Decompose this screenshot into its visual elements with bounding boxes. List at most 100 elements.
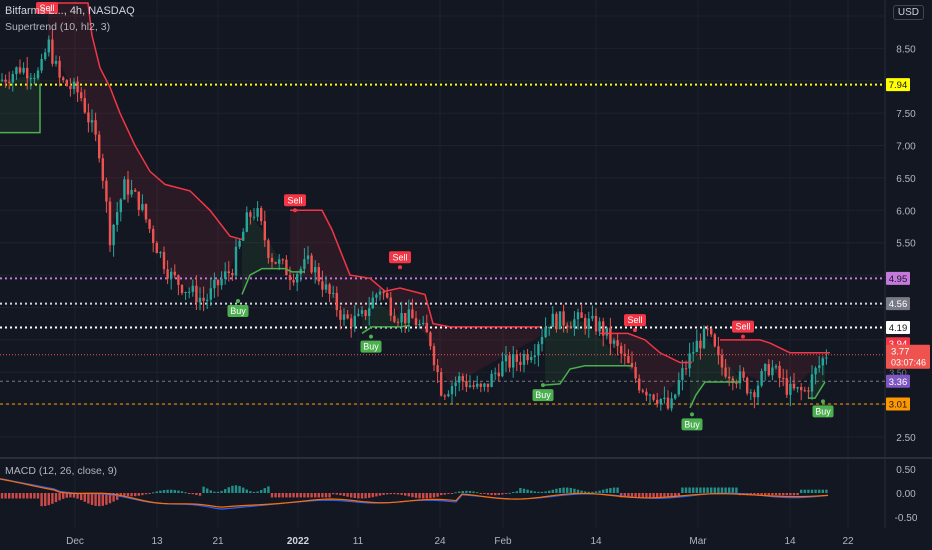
candle-body[interactable] xyxy=(119,199,122,213)
candle-body[interactable] xyxy=(454,382,457,387)
supertrend-legend[interactable]: Supertrend (10, hl2, 3) xyxy=(5,21,111,33)
candle-body[interactable] xyxy=(576,312,580,320)
candle-body[interactable] xyxy=(785,378,788,395)
candle-body[interactable] xyxy=(335,292,338,311)
candle-body[interactable] xyxy=(184,291,187,294)
candle-body[interactable] xyxy=(515,354,518,362)
candle-body[interactable] xyxy=(213,279,216,289)
candle-body[interactable] xyxy=(314,267,317,273)
candle-body[interactable] xyxy=(753,392,756,398)
candle-body[interactable] xyxy=(126,179,130,195)
candle-body[interactable] xyxy=(195,285,198,303)
candle-body[interactable] xyxy=(188,291,191,293)
candle-body[interactable] xyxy=(821,358,824,366)
candle-body[interactable] xyxy=(357,313,360,316)
candle-body[interactable] xyxy=(612,340,616,344)
candle-body[interactable] xyxy=(332,292,335,294)
candle-body[interactable] xyxy=(746,377,749,394)
candle-body[interactable] xyxy=(591,315,594,319)
candle-body[interactable] xyxy=(29,78,32,80)
candle-body[interactable] xyxy=(479,383,482,387)
candle-body[interactable] xyxy=(659,398,662,404)
horizontal-levels[interactable] xyxy=(0,83,885,405)
candle-body[interactable] xyxy=(234,246,238,276)
candle-body[interactable] xyxy=(425,322,428,333)
candle-body[interactable] xyxy=(648,394,652,396)
candle-body[interactable] xyxy=(684,368,688,370)
candle-body[interactable] xyxy=(522,354,526,365)
candle-body[interactable] xyxy=(159,252,162,254)
candle-body[interactable] xyxy=(706,328,709,330)
candle-body[interactable] xyxy=(573,319,576,328)
candle-body[interactable] xyxy=(602,321,605,336)
candle-body[interactable] xyxy=(231,273,234,276)
candle-body[interactable] xyxy=(728,376,731,379)
candle-body[interactable] xyxy=(206,299,209,301)
candle-body[interactable] xyxy=(764,364,767,372)
candle-body[interactable] xyxy=(296,274,299,283)
candle-body[interactable] xyxy=(260,208,263,222)
candle-body[interactable] xyxy=(717,346,720,356)
candle-body[interactable] xyxy=(166,269,169,279)
candle-body[interactable] xyxy=(123,179,126,200)
candle-body[interactable] xyxy=(796,387,799,389)
candle-body[interactable] xyxy=(623,353,626,357)
candle-body[interactable] xyxy=(227,271,230,274)
candle-body[interactable] xyxy=(620,345,623,354)
candle-body[interactable] xyxy=(814,367,817,375)
candle-body[interactable] xyxy=(663,397,666,399)
candle-body[interactable] xyxy=(144,204,148,220)
candle-body[interactable] xyxy=(339,310,342,320)
candle-body[interactable] xyxy=(404,312,407,324)
candle-body[interactable] xyxy=(400,312,403,323)
candle-body[interactable] xyxy=(285,259,288,276)
candle-body[interactable] xyxy=(224,271,227,279)
candle-body[interactable] xyxy=(90,120,94,123)
candle-body[interactable] xyxy=(40,59,43,71)
candle-body[interactable] xyxy=(476,383,479,387)
candle-body[interactable] xyxy=(202,297,205,301)
time-axis[interactable]: Dec 13 21 2022 11 24 Feb 14 Mar 14 22 xyxy=(66,536,854,547)
candle-body[interactable] xyxy=(105,180,108,202)
candle-body[interactable] xyxy=(609,327,612,344)
candle-body[interactable] xyxy=(11,74,14,83)
candle-body[interactable] xyxy=(724,367,727,377)
candle-body[interactable] xyxy=(702,328,706,349)
candle-body[interactable] xyxy=(810,374,814,392)
candle-body[interactable] xyxy=(65,80,68,87)
candle-body[interactable] xyxy=(544,327,547,338)
candle-body[interactable] xyxy=(389,297,392,316)
candle-body[interactable] xyxy=(98,134,101,159)
candle-body[interactable] xyxy=(825,357,828,359)
candle-body[interactable] xyxy=(645,391,648,396)
candle-body[interactable] xyxy=(735,383,738,385)
candle-body[interactable] xyxy=(699,340,702,349)
candle-body[interactable] xyxy=(292,280,295,283)
candle-body[interactable] xyxy=(468,385,472,387)
candle-body[interactable] xyxy=(267,240,270,258)
currency-button[interactable]: USD xyxy=(892,5,924,20)
candle-body[interactable] xyxy=(69,86,72,90)
candle-body[interactable] xyxy=(216,279,220,286)
candle-body[interactable] xyxy=(382,291,385,293)
candle-body[interactable] xyxy=(306,255,310,260)
candle-body[interactable] xyxy=(180,284,184,294)
candle-body[interactable] xyxy=(51,39,54,64)
candle-body[interactable] xyxy=(720,355,724,368)
candle-body[interactable] xyxy=(310,255,313,273)
candle-body[interactable] xyxy=(108,201,112,246)
candle-body[interactable] xyxy=(504,355,508,362)
candlestick-series[interactable] xyxy=(0,28,828,412)
candle-body[interactable] xyxy=(15,67,18,75)
candle-body[interactable] xyxy=(396,321,400,323)
candle-body[interactable] xyxy=(80,92,83,99)
candle-body[interactable] xyxy=(414,318,418,326)
candle-body[interactable] xyxy=(350,318,353,327)
candle-body[interactable] xyxy=(422,322,425,325)
symbol-legend[interactable]: Bitfarms L..., 4h, NASDAQ xyxy=(5,5,135,17)
candle-body[interactable] xyxy=(375,294,378,298)
candle-body[interactable] xyxy=(87,112,90,123)
candle-body[interactable] xyxy=(674,394,677,399)
candle-body[interactable] xyxy=(767,364,770,376)
candle-body[interactable] xyxy=(695,340,698,353)
